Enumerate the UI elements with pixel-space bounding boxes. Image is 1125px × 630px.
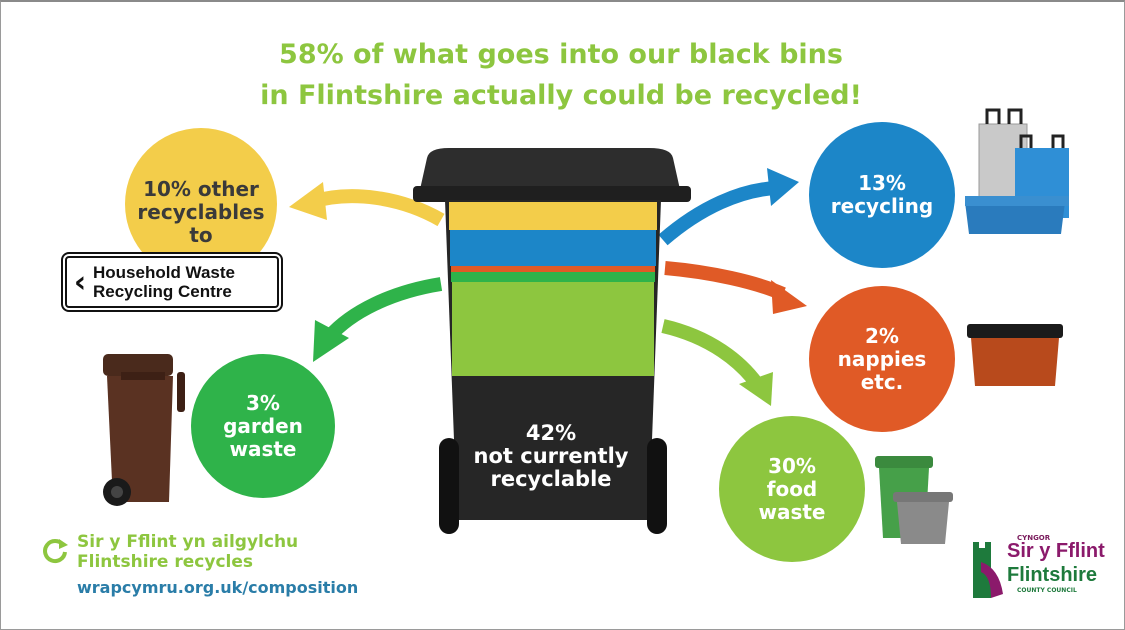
- arrow-yellow-head: [289, 182, 327, 220]
- council-english-name: Flintshire: [1007, 564, 1098, 586]
- bin-segment-yellow: [449, 202, 657, 230]
- other-line-1: 10% other: [143, 177, 259, 201]
- food-line-2: food: [766, 476, 818, 501]
- arrow-light-green-head: [739, 372, 773, 406]
- household-waste-sign: ‹ Household Waste Recycling Centre: [65, 256, 279, 308]
- sign-line-2: Recycling Centre: [93, 282, 232, 301]
- arrow-light-green: [661, 319, 763, 389]
- bin-line-2: not currently: [473, 444, 629, 468]
- other-line-3: to: [189, 223, 213, 247]
- sign-line-1: Household Waste: [93, 263, 235, 282]
- council-welsh-name: Sir y Fflint: [1007, 540, 1105, 562]
- circle-recycling: 13% recycling: [809, 122, 955, 268]
- food-line-3: waste: [758, 499, 826, 524]
- recycling-bags-image: [965, 108, 1069, 234]
- council-county: COUNTY COUNCIL: [1017, 587, 1077, 594]
- castle-icon: [973, 542, 1003, 598]
- brown-bin-image: [103, 354, 185, 506]
- garden-line-2: garden: [223, 413, 303, 438]
- bin-segment-food: [452, 282, 654, 376]
- food-caddy-image: [875, 456, 953, 544]
- nappies-line-3: etc.: [860, 369, 904, 394]
- bin-line-3: recyclable: [490, 467, 612, 491]
- arrow-orange-head: [771, 280, 807, 314]
- bin-label: 42% not currently recyclable: [441, 422, 661, 491]
- black-bin-image: [413, 148, 691, 534]
- brand-url: wrapcymru.org.uk/composition: [77, 578, 359, 597]
- arrow-blue-head: [767, 168, 799, 206]
- bin-segment-orange: [451, 266, 655, 272]
- garden-line-1: 3%: [246, 390, 280, 415]
- arrow-green-left: [323, 277, 443, 342]
- garden-line-3: waste: [229, 436, 297, 461]
- headline-line-2: in Flintshire actually could be recycled…: [260, 80, 862, 111]
- circle-garden-waste: 3% garden waste: [191, 354, 335, 498]
- circle-other-recyclables: 10% other recyclables to: [125, 128, 277, 280]
- bin-segment-garden: [451, 272, 655, 282]
- nappy-box-image: [967, 324, 1063, 386]
- brand-welsh: Sir y Fflint yn ailgylchu: [77, 532, 299, 552]
- circle-nappies: 2% nappies etc.: [809, 286, 955, 432]
- council-cyngor: CYNGOR: [1017, 534, 1051, 542]
- nappies-line-2: nappies: [837, 346, 927, 371]
- arrow-blue: [658, 181, 777, 246]
- headline: 58% of what goes into our black bins in …: [171, 34, 951, 116]
- recycle-arrow-icon: [43, 539, 68, 564]
- brand-english: Flintshire recycles: [77, 552, 254, 572]
- arrow-green-left-head: [313, 320, 349, 362]
- council-logo: CYNGOR Sir y Fflint Flintshire COUNTY CO…: [969, 534, 1109, 604]
- bin-line-1: 42%: [525, 421, 577, 445]
- circle-food-waste: 30% food waste: [719, 416, 865, 562]
- recycling-line-1: 13%: [858, 171, 906, 195]
- chevron-left-icon: ‹: [73, 264, 87, 300]
- nappies-line-1: 2%: [865, 323, 899, 348]
- food-line-1: 30%: [768, 453, 816, 478]
- other-line-2: recyclables: [137, 200, 265, 224]
- recycling-line-2: recycling: [830, 194, 934, 218]
- headline-line-1: 58% of what goes into our black bins: [279, 39, 843, 70]
- bin-segment-blue: [450, 230, 656, 266]
